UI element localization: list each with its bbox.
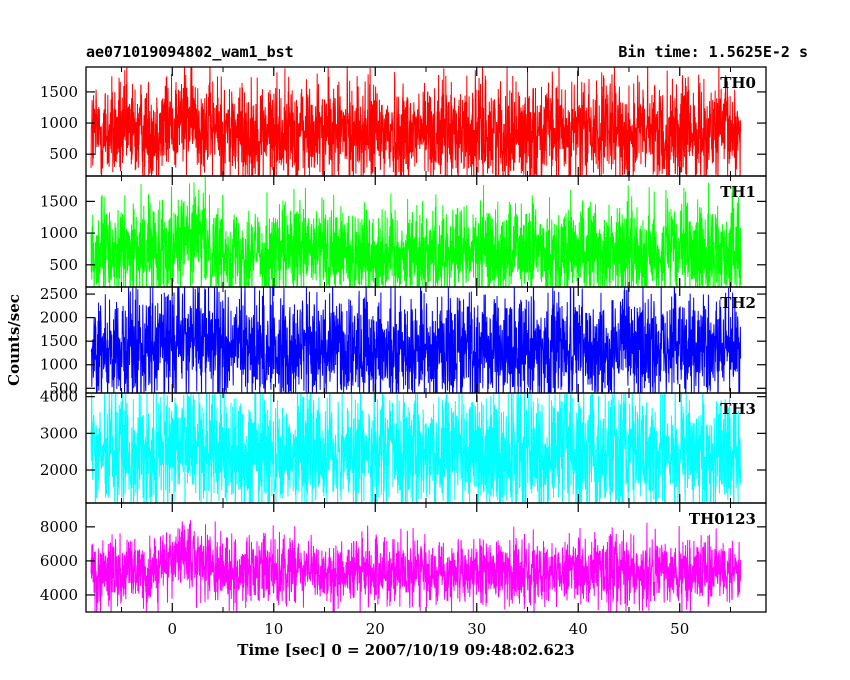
y-axis-label: Counts/sec (5, 294, 23, 386)
panel-TH3-ytick-label: 4000 (40, 388, 78, 406)
panel-TH0123-ytick-label: 8000 (40, 518, 78, 536)
series-TH3-label: TH3 (720, 400, 756, 418)
series-TH0123-trace (90, 520, 742, 612)
panel-TH2-ytick-label: 2000 (40, 309, 78, 327)
panel-TH1-ytick-label: 1000 (40, 224, 78, 242)
panel-TH2-ytick-label: 1000 (40, 356, 78, 374)
x-tick-label: 30 (467, 620, 486, 638)
x-tick-label: 20 (366, 620, 385, 638)
x-tick-label: 10 (264, 620, 283, 638)
panel-TH1-ytick-label: 500 (49, 256, 78, 274)
panel-TH1-ytick-label: 1500 (40, 192, 78, 210)
x-tick-label: 50 (670, 620, 689, 638)
x-tick-label: 40 (569, 620, 588, 638)
series-TH2-label: TH2 (720, 294, 756, 312)
series-TH3-trace (90, 393, 742, 503)
series-TH1-trace (90, 176, 742, 287)
x-tick-label: 0 (167, 620, 177, 638)
x-axis-label: Time [sec] 0 = 2007/10/19 09:48:02.623 (237, 641, 574, 659)
panel-TH0-ytick-label: 1000 (40, 114, 78, 132)
panel-TH2-ytick-label: 500 (49, 379, 78, 397)
bin-time-label: Bin time: 1.5625E-2 s (618, 43, 808, 61)
chart-title: ae071019094802_wam1_bst (86, 43, 294, 61)
panel-TH2-ytick-label: 1500 (40, 332, 78, 350)
panel-TH0-ytick-label: 500 (49, 145, 78, 163)
series-TH0-label: TH0 (720, 74, 756, 92)
series-TH2-trace (90, 287, 742, 393)
series-TH1-label: TH1 (720, 183, 756, 201)
series-TH0123-label: TH0123 (689, 510, 756, 528)
panel-TH0-ytick-label: 1500 (40, 83, 78, 101)
panel-TH3-ytick-label: 2000 (40, 461, 78, 479)
panel-TH3-ytick-label: 3000 (40, 424, 78, 442)
panel-TH0123-ytick-label: 4000 (40, 586, 78, 604)
series-TH0-trace (90, 67, 742, 176)
panel-TH2-ytick-label: 2500 (40, 285, 78, 303)
panel-TH0123-ytick-label: 6000 (40, 552, 78, 570)
